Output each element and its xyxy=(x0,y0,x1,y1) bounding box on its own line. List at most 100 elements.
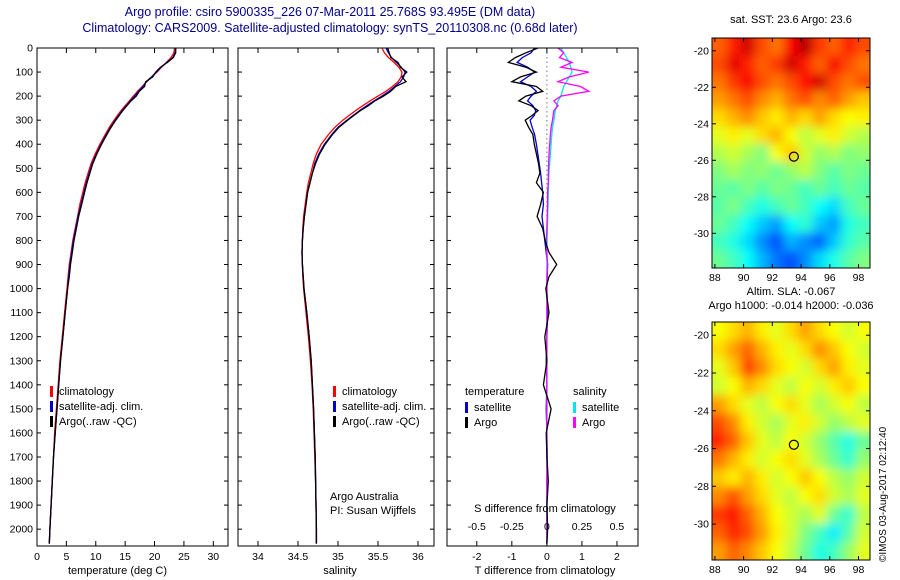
lat-tick-label: -22 xyxy=(694,368,709,380)
series-s-argo xyxy=(545,47,591,544)
x-tick-label: -2 xyxy=(472,551,481,563)
lon-tick-label: 98 xyxy=(853,272,865,284)
map-box xyxy=(711,321,871,561)
plot-box xyxy=(237,47,435,547)
legend-marker xyxy=(50,386,53,397)
x-tick-label: 0 xyxy=(34,551,40,563)
s-difference-xlabel: S difference from climatology xyxy=(474,503,616,515)
depth-tick-label: 700 xyxy=(15,211,33,223)
sla-map-title-line1: Altim. SLA: -0.067 xyxy=(746,286,836,298)
difference-legend: temperature satellite Argo salinity satel… xyxy=(455,386,645,441)
legend-item: Argo xyxy=(573,415,619,430)
secondary-x-tick-label: 0.5 xyxy=(610,521,625,533)
legend-label: Argo xyxy=(474,416,498,429)
series-t-argo xyxy=(506,47,558,544)
x-tick-label: 2 xyxy=(614,551,620,563)
depth-tick-label: 1300 xyxy=(10,355,34,367)
x-tick-label: 35.5 xyxy=(368,551,389,563)
legend-label: satellite xyxy=(582,401,620,414)
lon-tick-label: 88 xyxy=(709,564,721,576)
series-argo-raw-qc- xyxy=(48,48,177,544)
depth-tick-label: 200 xyxy=(15,91,33,103)
copyright-vertical-text: ©IMOS 03-Aug-2017 02:12:40 xyxy=(878,426,889,562)
x-tick-label: 34.5 xyxy=(288,551,309,563)
legend-marker xyxy=(573,417,576,428)
depth-tick-label: 2000 xyxy=(10,524,34,536)
salinity-legend: climatology satellite-adj. clim. Argo(..ra… xyxy=(333,384,426,429)
lat-tick-label: -26 xyxy=(694,155,709,167)
lon-tick-label: 92 xyxy=(766,272,778,284)
difference-legend-temperature-header: temperature xyxy=(465,386,525,398)
lat-tick-label: -22 xyxy=(694,82,709,94)
lat-tick-label: -30 xyxy=(694,519,709,531)
x-tick-label: 5 xyxy=(63,551,69,563)
depth-tick-label: 0 xyxy=(27,43,33,55)
x-tick-label: 34 xyxy=(252,551,264,563)
lat-tick-label: -26 xyxy=(694,443,709,455)
sst-map-title: sat. SST: 23.6 Argo: 23.6 xyxy=(730,14,852,26)
legend-marker xyxy=(333,416,336,427)
map-box xyxy=(711,37,871,269)
legend-marker xyxy=(465,417,468,428)
lon-tick-label: 96 xyxy=(824,564,836,576)
legend-item: satellite-adj. clim. xyxy=(333,399,426,414)
x-tick-label: 0 xyxy=(544,551,550,563)
temperature-profile-plot: 0 5 10 15 20 25 300100200300400500600700800900… xyxy=(10,43,229,563)
depth-tick-label: 600 xyxy=(15,187,33,199)
x-tick-label: 1 xyxy=(579,551,585,563)
lat-tick-label: -24 xyxy=(694,405,709,417)
lat-tick-label: -24 xyxy=(694,118,709,130)
legend-item: Argo(..raw -QC) xyxy=(333,414,426,429)
float-position-marker xyxy=(788,151,799,162)
series-climatology xyxy=(48,47,176,544)
annotation-line2: PI: Susan Wijffels xyxy=(330,505,416,517)
lat-tick-label: -28 xyxy=(694,481,709,493)
legend-marker xyxy=(465,402,468,413)
lon-tick-label: 88 xyxy=(709,272,721,284)
legend-item: Argo xyxy=(465,415,524,430)
depth-tick-label: 1000 xyxy=(10,283,34,295)
legend-marker xyxy=(50,416,53,427)
depth-tick-label: 1100 xyxy=(10,307,33,319)
depth-tick-label: 1800 xyxy=(10,476,34,488)
depth-tick-label: 1600 xyxy=(10,427,34,439)
sla-map-title-line2: Argo h1000: -0.014 h2000: -0.036 xyxy=(708,300,874,312)
legend-label: Argo(..raw -QC) xyxy=(59,415,137,428)
secondary-x-tick-label: -0.5 xyxy=(468,521,486,533)
legend-label: satellite xyxy=(474,401,512,414)
depth-tick-label: 1500 xyxy=(10,403,34,415)
series-climatology xyxy=(301,47,403,544)
float-position-marker xyxy=(788,439,799,450)
argo-australia-annotation: Argo Australia PI: Susan Wijffels xyxy=(330,490,416,518)
x-tick-label: 20 xyxy=(149,551,161,563)
secondary-x-tick-label: -0.25 xyxy=(500,521,524,533)
secondary-x-tick-label: 0.25 xyxy=(572,521,593,533)
legend-item: climatology xyxy=(50,384,143,399)
depth-tick-label: 500 xyxy=(15,163,33,175)
legend-item: satellite-adj. clim. xyxy=(50,399,143,414)
lat-tick-label: -28 xyxy=(694,191,709,203)
legend-marker xyxy=(573,402,576,413)
plot-box xyxy=(446,47,639,547)
sla-map: 88 90 92 94 96 98 -20 -22 -24 -26 -28 -30 xyxy=(694,321,871,576)
secondary-x-tick-label: 0 xyxy=(544,521,550,533)
difference-legend-salinity-header: salinity xyxy=(573,386,607,398)
depth-tick-label: 300 xyxy=(15,115,33,127)
depth-tick-label: 1400 xyxy=(10,379,34,391)
legend-marker xyxy=(333,386,336,397)
annotation-line1: Argo Australia xyxy=(330,491,399,503)
sst-map: 88 90 92 94 96 98 -20 -22 -24 -26 -28 -30 xyxy=(694,37,871,284)
salinity-profile-plot: 34 34.5 35 35.5 36 xyxy=(237,47,435,563)
legend-label: Argo xyxy=(582,416,606,429)
difference-profile-plot: -2 -1 0 1 2 -0.5 -0.25 0 0.25 0.5 xyxy=(446,47,639,563)
legend-item: climatology xyxy=(333,384,426,399)
legend-label: satellite-adj. clim. xyxy=(59,400,144,413)
figure-title-line2: Climatology: CARS2009. Satellite-adjuste… xyxy=(82,21,578,35)
lat-tick-label: -20 xyxy=(694,330,709,342)
legend-label: Argo(..raw -QC) xyxy=(342,415,420,428)
lat-tick-label: -20 xyxy=(694,45,709,57)
figure-title: Argo profile: csiro 5900335_226 07-Mar-2… xyxy=(0,4,660,36)
lon-tick-label: 94 xyxy=(795,272,807,284)
depth-tick-label: 1700 xyxy=(10,451,34,463)
legend-marker xyxy=(333,401,336,412)
